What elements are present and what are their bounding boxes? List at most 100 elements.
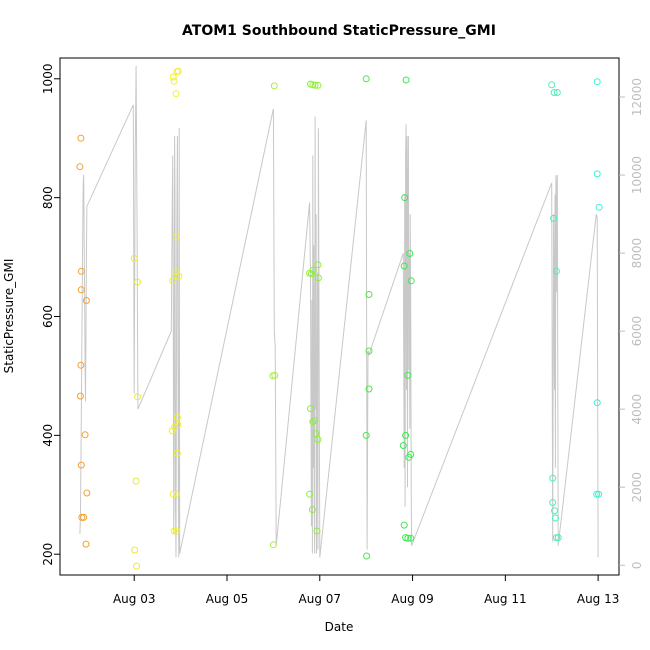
data-point bbox=[309, 418, 317, 426]
data-point bbox=[314, 274, 322, 282]
y2-tick-label: 8000 bbox=[630, 238, 644, 269]
data-point bbox=[401, 194, 409, 202]
y-axis-label: StaticPressure_GMI bbox=[2, 259, 16, 374]
y2-tick-label: 10000 bbox=[630, 156, 644, 194]
data-point bbox=[593, 170, 601, 178]
data-point bbox=[363, 552, 371, 560]
data-point bbox=[269, 541, 277, 549]
data-point bbox=[134, 393, 141, 401]
data-point bbox=[548, 81, 556, 89]
x-tick-label: Aug 05 bbox=[206, 592, 249, 606]
data-point bbox=[83, 489, 91, 497]
data-point bbox=[362, 75, 370, 83]
x-tick-label: Aug 13 bbox=[577, 592, 620, 606]
x-tick-label: Aug 11 bbox=[484, 592, 527, 606]
data-point bbox=[402, 76, 410, 84]
x-axis-label: Date bbox=[325, 620, 354, 634]
data-point bbox=[82, 297, 90, 304]
data-point bbox=[172, 233, 180, 241]
y-tick-label: 800 bbox=[41, 186, 55, 209]
data-point bbox=[307, 270, 315, 278]
data-point bbox=[77, 267, 85, 275]
altitude-series-line bbox=[79, 65, 599, 558]
data-point bbox=[173, 449, 181, 457]
data-point bbox=[549, 474, 557, 482]
data-point bbox=[82, 540, 90, 548]
data-point bbox=[169, 490, 177, 498]
data-point bbox=[173, 527, 181, 535]
data-point bbox=[365, 347, 373, 355]
data-point bbox=[174, 67, 182, 75]
data-point bbox=[405, 453, 413, 461]
data-point bbox=[404, 534, 412, 542]
data-point bbox=[406, 250, 414, 257]
data-point bbox=[407, 277, 415, 285]
data-point bbox=[553, 89, 561, 96]
data-point bbox=[76, 392, 84, 400]
chart-title: ATOM1 Southbound StaticPressure_GMI bbox=[182, 23, 496, 39]
data-point bbox=[170, 77, 178, 85]
data-point bbox=[362, 431, 370, 439]
y2-tick-label: 2000 bbox=[630, 472, 644, 503]
altitude-line bbox=[79, 65, 599, 558]
data-point bbox=[271, 371, 279, 379]
data-point bbox=[554, 534, 562, 542]
data-point bbox=[78, 513, 86, 521]
data-point bbox=[173, 414, 181, 421]
plot-frame bbox=[59, 57, 620, 576]
data-point bbox=[169, 277, 177, 285]
data-point bbox=[595, 490, 603, 498]
x-tick-label: Aug 07 bbox=[299, 592, 342, 606]
data-point bbox=[314, 436, 322, 443]
data-point bbox=[76, 163, 84, 171]
data-point bbox=[550, 89, 558, 96]
y-tick-label: 200 bbox=[41, 543, 55, 566]
data-point bbox=[130, 254, 138, 262]
data-point bbox=[593, 490, 601, 498]
data-point bbox=[170, 527, 178, 535]
y-tick-label: 600 bbox=[41, 305, 55, 328]
data-point bbox=[407, 534, 415, 542]
data-point bbox=[549, 499, 557, 506]
data-point bbox=[399, 442, 407, 449]
data-point bbox=[551, 514, 559, 522]
data-point bbox=[80, 513, 88, 521]
data-point bbox=[593, 78, 601, 86]
data-point bbox=[270, 82, 278, 90]
data-point bbox=[175, 272, 183, 280]
x-tick-label: Aug 03 bbox=[113, 592, 156, 606]
data-point bbox=[595, 203, 603, 211]
data-point bbox=[593, 399, 601, 407]
y2-tick-label: 0 bbox=[630, 561, 644, 569]
data-point bbox=[308, 506, 316, 514]
y2-tick-label: 4000 bbox=[630, 394, 644, 425]
data-point bbox=[133, 562, 140, 570]
data-point bbox=[172, 490, 180, 498]
data-point bbox=[550, 214, 558, 222]
data-point bbox=[400, 262, 408, 270]
y2-tick-label: 12000 bbox=[630, 78, 644, 116]
data-point bbox=[402, 431, 410, 439]
y2-tick-label: 6000 bbox=[630, 316, 644, 347]
data-point bbox=[77, 461, 85, 469]
data-point bbox=[551, 507, 558, 515]
data-point bbox=[313, 527, 321, 535]
data-point bbox=[77, 134, 85, 142]
axes: 2004006008001000020004000600080001000012… bbox=[41, 57, 644, 606]
data-point bbox=[134, 278, 141, 286]
data-point bbox=[311, 81, 319, 89]
data-point bbox=[365, 291, 373, 298]
data-point bbox=[400, 521, 408, 529]
data-point bbox=[81, 431, 89, 439]
y-tick-label: 1000 bbox=[41, 64, 55, 95]
data-point bbox=[404, 371, 412, 379]
data-point bbox=[552, 267, 560, 275]
data-points bbox=[76, 67, 603, 570]
data-point bbox=[314, 81, 322, 89]
data-point bbox=[132, 477, 140, 485]
data-point bbox=[169, 73, 177, 81]
data-point bbox=[172, 90, 180, 98]
data-point bbox=[314, 261, 322, 269]
data-point bbox=[365, 385, 373, 393]
